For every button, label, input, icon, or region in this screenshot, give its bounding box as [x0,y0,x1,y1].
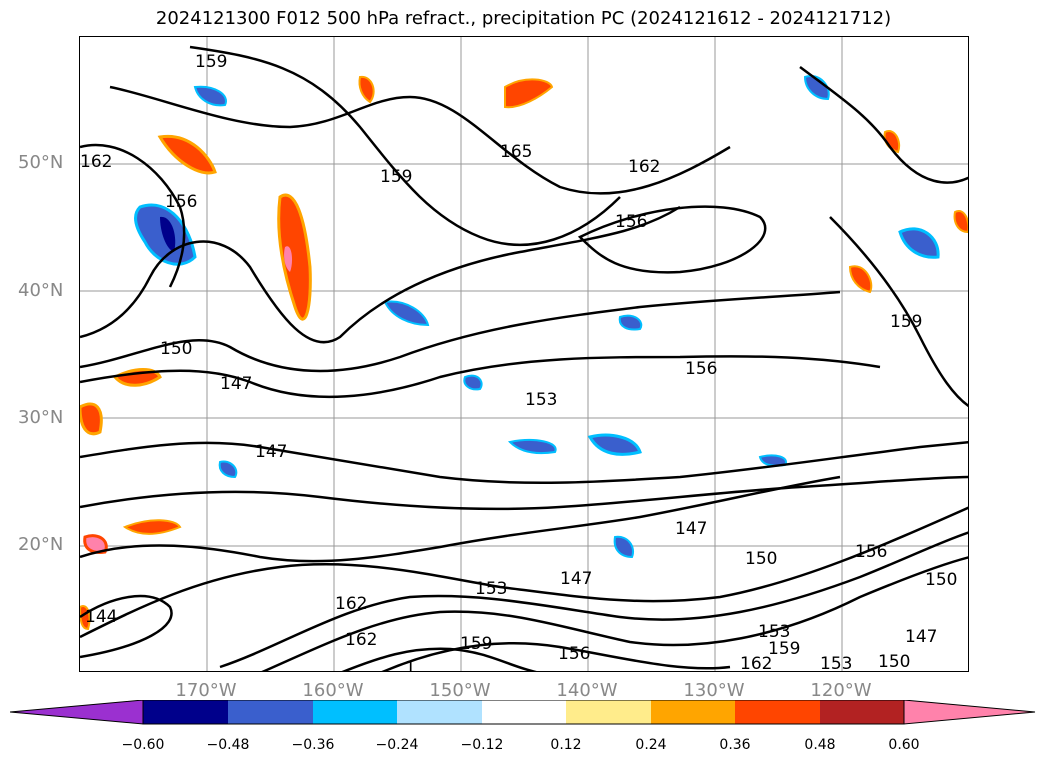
svg-text:159: 159 [195,52,227,72]
contours [80,45,968,671]
graticule [80,37,968,671]
colorbar-tick: 0.60 [888,737,920,753]
colorbar-tick: −0.36 [291,737,335,753]
colorbar-tick: −0.48 [206,737,250,753]
colorbar [10,700,1036,725]
colorbar-tick: 0.12 [550,737,582,753]
svg-text:159: 159 [890,312,922,332]
svg-text:153: 153 [525,390,557,410]
colorbar-bin [735,700,820,724]
chart-title: 2024121300 F012 500 hPa refract., precip… [155,8,892,29]
lat-label-20n: 20°N [18,534,64,555]
svg-text:165: 165 [500,142,532,162]
svg-text:144: 144 [85,607,117,627]
lon-label-130w: 130°W [683,680,745,701]
svg-text:156: 156 [855,542,887,562]
svg-text:156: 156 [685,359,717,379]
precip-positive [80,75,968,631]
svg-text:147: 147 [220,374,252,394]
precip-negative [133,75,940,559]
svg-text:159: 159 [460,634,492,654]
colorbar-bin [228,700,313,724]
colorbar-bin [397,700,482,724]
lon-label-120w: 120°W [810,680,872,701]
colorbar-bin [482,700,566,724]
map-panel: 159 162 165 162 156 159 156 150 147 147 … [79,36,969,672]
svg-text:147: 147 [255,442,287,462]
lon-label-140w: 140°W [556,680,618,701]
lon-label-150w: 150°W [429,680,491,701]
svg-text:1: 1 [405,658,416,672]
colorbar-tick: 0.36 [719,737,751,753]
svg-text:147: 147 [560,569,592,589]
svg-text:150: 150 [745,549,777,569]
svg-text:150: 150 [160,339,192,359]
colorbar-tick: 0.48 [804,737,836,753]
lon-label-170w: 170°W [175,680,237,701]
svg-text:147: 147 [675,519,707,539]
colorbar-extend-high [903,700,1036,725]
colorbar-bin [651,700,735,724]
svg-text:162: 162 [335,594,367,614]
lon-label-160w: 160°W [302,680,364,701]
svg-text:156: 156 [615,212,647,232]
svg-text:153: 153 [475,579,507,599]
svg-text:153: 153 [758,622,790,642]
svg-text:159: 159 [380,167,412,187]
svg-text:156: 156 [558,644,590,664]
colorbar-bin [313,700,397,724]
lat-label-40n: 40°N [18,280,64,301]
svg-text:159: 159 [768,639,800,659]
svg-text:162: 162 [628,157,660,177]
colorbar-tick: −0.24 [375,737,419,753]
colorbar-bin [143,700,228,724]
contour-labels: 159 162 165 162 156 159 156 150 147 147 … [80,52,957,672]
svg-text:156: 156 [165,192,197,212]
svg-text:150: 150 [925,570,957,590]
colorbar-bin [566,700,651,724]
colorbar-tick: 0.24 [635,737,667,753]
svg-text:150: 150 [878,652,910,672]
colorbar-tick: −0.12 [460,737,504,753]
lat-label-30n: 30°N [18,407,64,428]
colorbar-bin [820,700,904,724]
colorbar-extend-low [10,700,144,725]
svg-text:162: 162 [80,152,112,172]
svg-text:162: 162 [345,630,377,650]
svg-text:153: 153 [820,654,852,672]
svg-text:162: 162 [740,654,772,672]
colorbar-tick: −0.60 [121,737,165,753]
svg-text:147: 147 [905,627,937,647]
lat-label-50n: 50°N [18,152,64,173]
map-svg: 159 162 165 162 156 159 156 150 147 147 … [80,37,968,672]
colorbar-outline [142,700,905,725]
